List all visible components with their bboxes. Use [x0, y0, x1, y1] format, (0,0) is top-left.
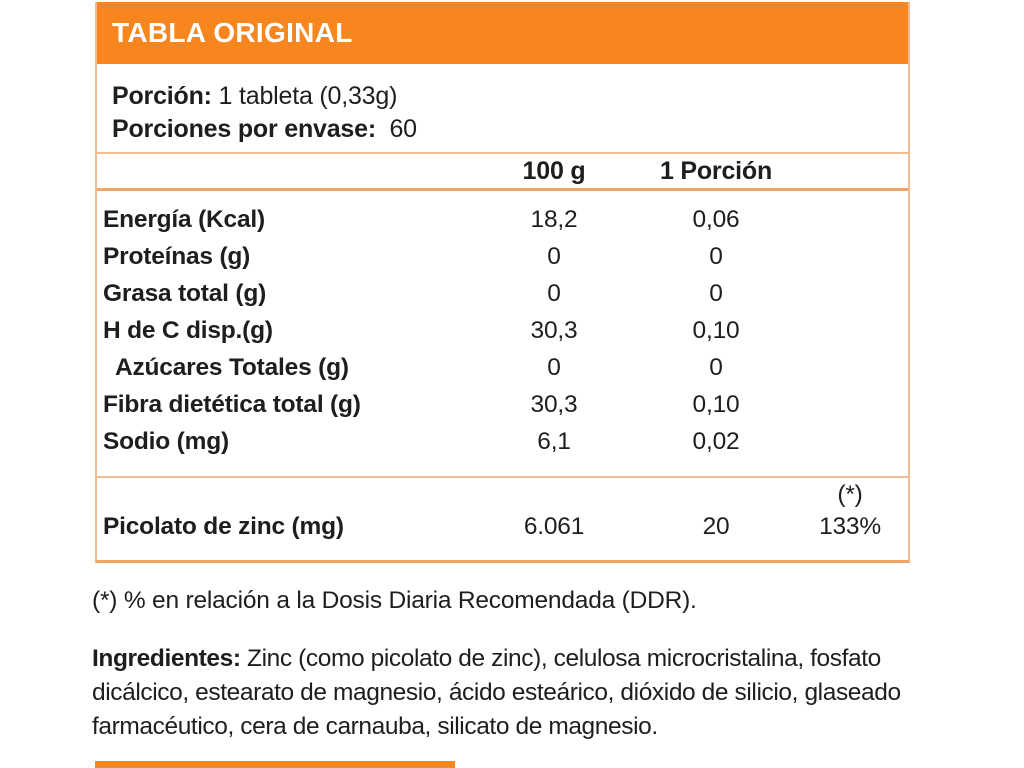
supplement-label: Picolato de zinc (mg) [103, 513, 344, 540]
nutrient-row-grasa-total: Grasa total (g) 0 0 [97, 275, 908, 312]
nutrient-label: Energía (Kcal) [103, 206, 265, 233]
ddr-footnote: (*) % en relación a la Dosis Diaria Reco… [92, 587, 697, 614]
servings-label: Porciones por envase: [112, 115, 376, 143]
column-header-100g: 100 g [522, 157, 586, 185]
nutrient-row-sodio: Sodio (mg) 6,1 0,02 [97, 423, 908, 460]
nutrient-row-proteinas: Proteínas (g) 0 0 [97, 238, 908, 275]
nutrient-label: Sodio (mg) [103, 428, 229, 455]
nutrient-per100: 18,2 [530, 206, 578, 233]
divider [97, 152, 908, 154]
divider [97, 476, 908, 478]
nutrient-per100: 30,3 [530, 317, 578, 344]
next-table-header-bar-partial [95, 761, 455, 768]
portion-line: Porción: 1 tableta (0,33g) [112, 80, 908, 113]
ingredients-label: Ingredientes: [92, 645, 241, 672]
serving-info: Porción: 1 tableta (0,33g) Porciones por… [97, 64, 908, 146]
nutrient-portion: 0,10 [692, 391, 740, 418]
nutrient-rows: Energía (Kcal) 18,2 0,06 Proteínas (g) 0… [97, 191, 908, 460]
supplement-per100: 6.061 [523, 513, 585, 540]
servings-value: 60 [375, 115, 417, 143]
nutrient-portion: 0 [709, 243, 723, 270]
portion-value: 1 tableta (0,33g) [211, 82, 398, 110]
ingredients-paragraph: Ingredientes: Zinc (como picolato de zin… [92, 642, 952, 744]
nutrient-portion: 0 [709, 354, 723, 381]
nutrient-per100: 0 [547, 354, 561, 381]
supplement-row-picolato-zinc: Picolato de zinc (mg) 6.061 20 133% [97, 508, 908, 546]
supplement-portion: 20 [702, 513, 730, 540]
nutrition-table: TABLA ORIGINAL Porción: 1 tableta (0,33g… [95, 2, 910, 563]
nutrient-per100: 6,1 [537, 428, 571, 455]
nutrient-row-fibra: Fibra dietética total (g) 30,3 0,10 [97, 386, 908, 423]
ingredients-text-part1: Zinc (como picolato de zinc), celulosa m… [240, 645, 881, 672]
ingredients-line-3: farmacéutico, cera de carnauba, silicato… [92, 713, 658, 740]
spacer [97, 460, 908, 476]
nutrient-label: Azúcares Totales (g) [115, 354, 349, 381]
nutrient-label: Fibra dietética total (g) [103, 391, 361, 418]
column-header-portion: 1 Porción [659, 157, 773, 185]
table-header-bar: TABLA ORIGINAL [97, 2, 908, 64]
ingredients-line-1: Ingredientes: Zinc (como picolato de zin… [92, 642, 952, 676]
nutrient-label: Grasa total (g) [103, 280, 267, 307]
table-title: TABLA ORIGINAL [112, 17, 353, 48]
servings-per-container-line: Porciones por envase: 60 [112, 113, 908, 146]
nutrient-per100: 0 [547, 280, 561, 307]
nutrient-portion: 0,06 [692, 206, 740, 233]
nutrient-per100: 0 [547, 243, 561, 270]
supplement-section: (*) Picolato de zinc (mg) 6.061 20 133% [97, 478, 908, 560]
nutrient-per100: 30,3 [530, 391, 578, 418]
divider [97, 188, 908, 191]
nutrient-row-hdec: H de C disp.(g) 30,3 0,10 [97, 312, 908, 349]
nutrient-row-azucares: Azúcares Totales (g) 0 0 [97, 349, 908, 386]
nutrient-portion: 0,02 [692, 428, 740, 455]
nutrient-portion: 0 [709, 280, 723, 307]
ddr-marker-row: (*) [97, 482, 908, 508]
ingredients-line-2: dicálcico, estearato de magnesio, ácido … [92, 679, 901, 706]
nutrient-label: Proteínas (g) [103, 243, 251, 270]
nutrient-portion: 0,10 [692, 317, 740, 344]
portion-label: Porción: [112, 82, 212, 110]
nutrient-row-energia: Energía (Kcal) 18,2 0,06 [97, 201, 908, 238]
ddr-marker: (*) [837, 481, 863, 508]
nutrient-label: H de C disp.(g) [103, 317, 273, 344]
supplement-ddr-percent: 133% [819, 513, 881, 540]
column-header-row: 100 g 1 Porción [97, 154, 908, 188]
